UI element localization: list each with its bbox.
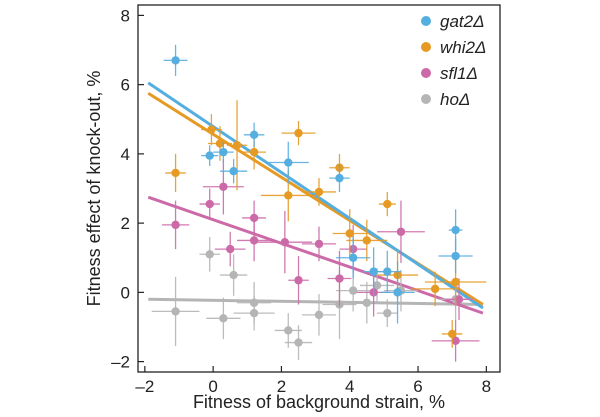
data-point [219, 182, 228, 191]
legend: gat2Δ whi2Δ sfl1Δ hoΔ [421, 12, 486, 109]
data-point [226, 244, 235, 254]
data-point [430, 284, 440, 294]
data-point [249, 130, 259, 140]
data-point [451, 251, 460, 261]
data-point [219, 147, 228, 157]
data-point [383, 199, 392, 209]
x-tick-label: 2 [277, 377, 286, 396]
data-point [219, 314, 228, 323]
data-point [454, 295, 464, 304]
data-point [335, 274, 344, 283]
x-tick-label: 6 [413, 377, 422, 396]
data-point [229, 270, 238, 280]
data-point [215, 139, 225, 148]
plot-frame [137, 4, 501, 373]
data-point [314, 310, 324, 320]
data-point [383, 267, 392, 276]
legend-marker [421, 16, 431, 26]
legend-marker [421, 42, 431, 52]
data-point [372, 281, 382, 290]
y-tick-label: 8 [121, 6, 130, 25]
series-points [163, 44, 473, 324]
x-tick-label: 4 [345, 377, 354, 396]
y-tick-label: –2 [111, 353, 130, 372]
x-tick-label: –2 [135, 377, 154, 396]
legend-item: gat2Δ [421, 12, 485, 31]
data-point [294, 338, 303, 347]
data-point [362, 298, 372, 307]
data-point [294, 276, 303, 285]
legend-item: whi2Δ [421, 38, 486, 57]
x-axis-title: Fitness of background strain, % [193, 392, 445, 412]
y-axis-title: Fitness effect of knock-out, % [84, 71, 104, 307]
data-point [229, 166, 238, 176]
data-point [284, 158, 293, 167]
data-point [314, 187, 324, 197]
data-point [294, 128, 303, 138]
y-tick-label: 2 [121, 214, 130, 233]
data-point [205, 199, 214, 209]
data-point [393, 288, 402, 297]
data-point [171, 220, 180, 230]
data-point [284, 326, 293, 335]
data-point [232, 141, 242, 150]
fit-lines [147, 81, 484, 315]
data-point [345, 229, 354, 238]
legend-label: whi2Δ [440, 38, 486, 57]
data-point [348, 253, 358, 262]
legend-item: hoΔ [421, 90, 470, 109]
y-tick-label: 6 [121, 76, 130, 95]
data-point [205, 250, 214, 259]
legend-label: sfl1Δ [440, 64, 478, 83]
legend-marker [421, 68, 431, 78]
data-point [451, 336, 460, 346]
data-point [284, 191, 293, 200]
data-point [348, 286, 358, 295]
x-tick-label: 0 [208, 377, 217, 396]
data-point [314, 239, 324, 249]
data-point [171, 307, 180, 316]
data-point [171, 56, 180, 65]
data-point [451, 225, 460, 235]
data-point [396, 227, 406, 236]
data-point [249, 236, 259, 245]
x-tick-label: 8 [482, 377, 491, 396]
data-points [151, 44, 487, 362]
data-point [383, 308, 392, 318]
legend-label: hoΔ [440, 90, 470, 109]
y-tick-label: 0 [121, 283, 130, 302]
data-point [205, 151, 214, 160]
data-point [249, 213, 259, 223]
series-points [151, 236, 473, 360]
axis-ticks: –2 0 2 4 6 8 –2 0 2 4 6 8 [111, 6, 491, 396]
data-point [451, 277, 460, 287]
data-point [171, 168, 180, 178]
data-point [280, 237, 290, 247]
legend-marker [421, 94, 431, 104]
data-point [249, 308, 259, 318]
legend-label: gat2Δ [440, 12, 485, 31]
data-point [369, 267, 378, 276]
data-point [447, 329, 457, 339]
data-point [335, 173, 344, 183]
series-points [165, 100, 487, 348]
y-tick-label: 4 [121, 145, 130, 164]
data-point [207, 125, 216, 134]
data-point [362, 236, 372, 245]
fit-line [147, 195, 484, 315]
data-point [249, 147, 259, 157]
legend-item: sfl1Δ [421, 64, 478, 83]
fit-line [148, 297, 483, 306]
